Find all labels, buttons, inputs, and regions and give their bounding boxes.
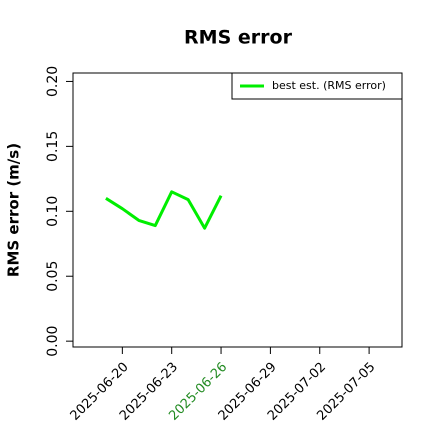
y-axis-label: RMS error (m/s): [5, 143, 23, 277]
series-line: [105, 190, 223, 230]
chart-title: RMS error: [184, 27, 293, 49]
legend-label: best est. (RMS error): [272, 79, 386, 92]
y-tick-label: 0.15: [45, 131, 61, 162]
y-tick-label: 0.10: [45, 196, 61, 227]
y-tick-label: 0.20: [45, 66, 61, 97]
y-tick-label: 0.00: [45, 326, 61, 357]
y-tick-label: 0.05: [45, 261, 61, 292]
